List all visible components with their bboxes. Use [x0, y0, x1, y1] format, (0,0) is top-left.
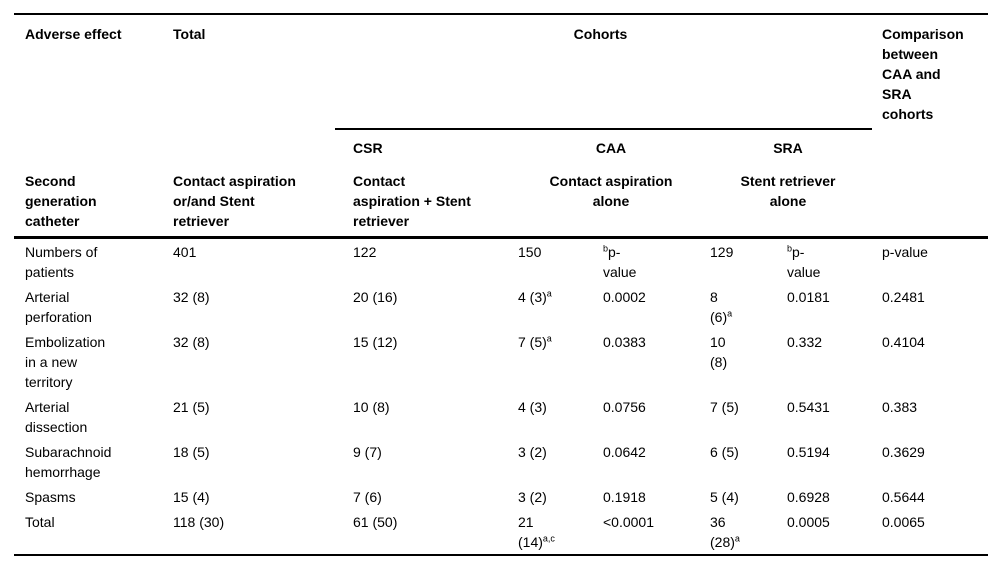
col-header-adverse-effect: Adverse effect	[25, 26, 122, 42]
col-header-csr: CSR	[335, 128, 518, 170]
table-cell: 7 (5)	[710, 399, 739, 415]
row-label: Numbers of patients	[14, 236, 173, 284]
col-header-sra: SRA	[710, 128, 872, 170]
table-cell: 6 (5)	[710, 444, 739, 460]
adverse-effects-table: Adverse effect Total Cohorts Comparison b…	[14, 13, 988, 556]
table-cell: 32 (8)	[173, 334, 210, 350]
table-cell: 10 (8)	[710, 334, 728, 370]
table-cell: 4 (3)a	[518, 288, 552, 305]
table-cell: 15 (12)	[353, 334, 398, 350]
col-header-contact-aspiration-or-stent: Contact aspiration or/and Stent retriever	[173, 173, 296, 229]
table-cell: 3 (2)	[518, 489, 547, 505]
table-cell: 4 (3)	[518, 399, 547, 415]
table-cell: 0.332	[787, 334, 823, 350]
table-cell: 0.0181	[787, 289, 830, 305]
col-header-cohorts: Cohorts	[573, 26, 628, 42]
row-label: Arterial perforation	[25, 289, 92, 325]
table-cell: 0.0383	[603, 334, 646, 350]
table-cell: 0.1918	[603, 489, 646, 505]
table-cell: 118 (30)	[173, 514, 225, 530]
col-header-caa: CAA	[518, 128, 710, 170]
row-label: Embolization in a new territory	[25, 334, 106, 390]
table-cell: 5 (4)	[710, 489, 739, 505]
table-cell: 401	[173, 236, 335, 284]
table-cell: 32 (8)	[173, 289, 210, 305]
table-cell: 7 (6)	[353, 489, 382, 505]
table-cell: 0.0065	[882, 514, 925, 530]
table-cell: 18 (5)	[173, 444, 210, 460]
table-cell: bp-value	[787, 236, 872, 284]
row-label: Total	[25, 514, 55, 530]
table-cell: 10 (8)	[353, 399, 390, 415]
table-cell: 0.6928	[787, 489, 830, 505]
row-label: Subarachnoid hemorrhage	[25, 444, 112, 480]
row-label: Spasms	[25, 489, 76, 505]
table-cell: 122	[335, 236, 518, 284]
table-cell: 8 (6)a	[710, 289, 733, 325]
table-cell: 0.3629	[882, 444, 925, 460]
table-cell: 0.5644	[882, 489, 925, 505]
table-cell: 21 (14)a,c	[518, 514, 555, 550]
table-cell: 129	[710, 236, 787, 284]
table-cell: 0.0756	[603, 399, 646, 415]
table-cell: 0.383	[882, 399, 918, 415]
table-cell: 61 (50)	[353, 514, 398, 530]
col-header-contact-aspiration-plus-stent: Contact aspiration + Stent retriever	[353, 173, 471, 229]
row-label: Arterial dissection	[25, 399, 88, 435]
table-cell: 3 (2)	[518, 444, 547, 460]
table-cell: 20 (16)	[353, 289, 398, 305]
table-cell: 7 (5)a	[518, 333, 552, 350]
table-cell: 9 (7)	[353, 444, 382, 460]
table-cell: 36 (28)a	[710, 514, 740, 550]
table-cell: 15 (4)	[173, 489, 210, 505]
table-cell: 0.0002	[603, 289, 646, 305]
table-cell: 150	[518, 236, 603, 284]
table-cell: 21 (5)	[173, 399, 210, 415]
table-cell: 0.5194	[787, 444, 830, 460]
col-header-second-generation-catheter: Second generation catheter	[25, 173, 97, 229]
table-cell: 0.0642	[603, 444, 646, 460]
table-cell: p-value	[872, 236, 988, 284]
table-cell: 0.2481	[882, 289, 925, 305]
col-header-stent-retriever-alone: Stent retriever alone	[740, 173, 836, 209]
table-cell: bp-value	[603, 236, 710, 284]
table-cell: 0.5431	[787, 399, 830, 415]
table-cell: 0.4104	[882, 334, 925, 350]
col-header-total: Total	[173, 26, 206, 42]
col-header-contact-aspiration-alone: Contact aspiration alone	[549, 173, 673, 209]
col-header-comparison: Comparison between CAA and SRA cohorts	[882, 26, 964, 122]
table-cell: <0.0001	[603, 514, 654, 530]
table-cell: 0.0005	[787, 514, 830, 530]
